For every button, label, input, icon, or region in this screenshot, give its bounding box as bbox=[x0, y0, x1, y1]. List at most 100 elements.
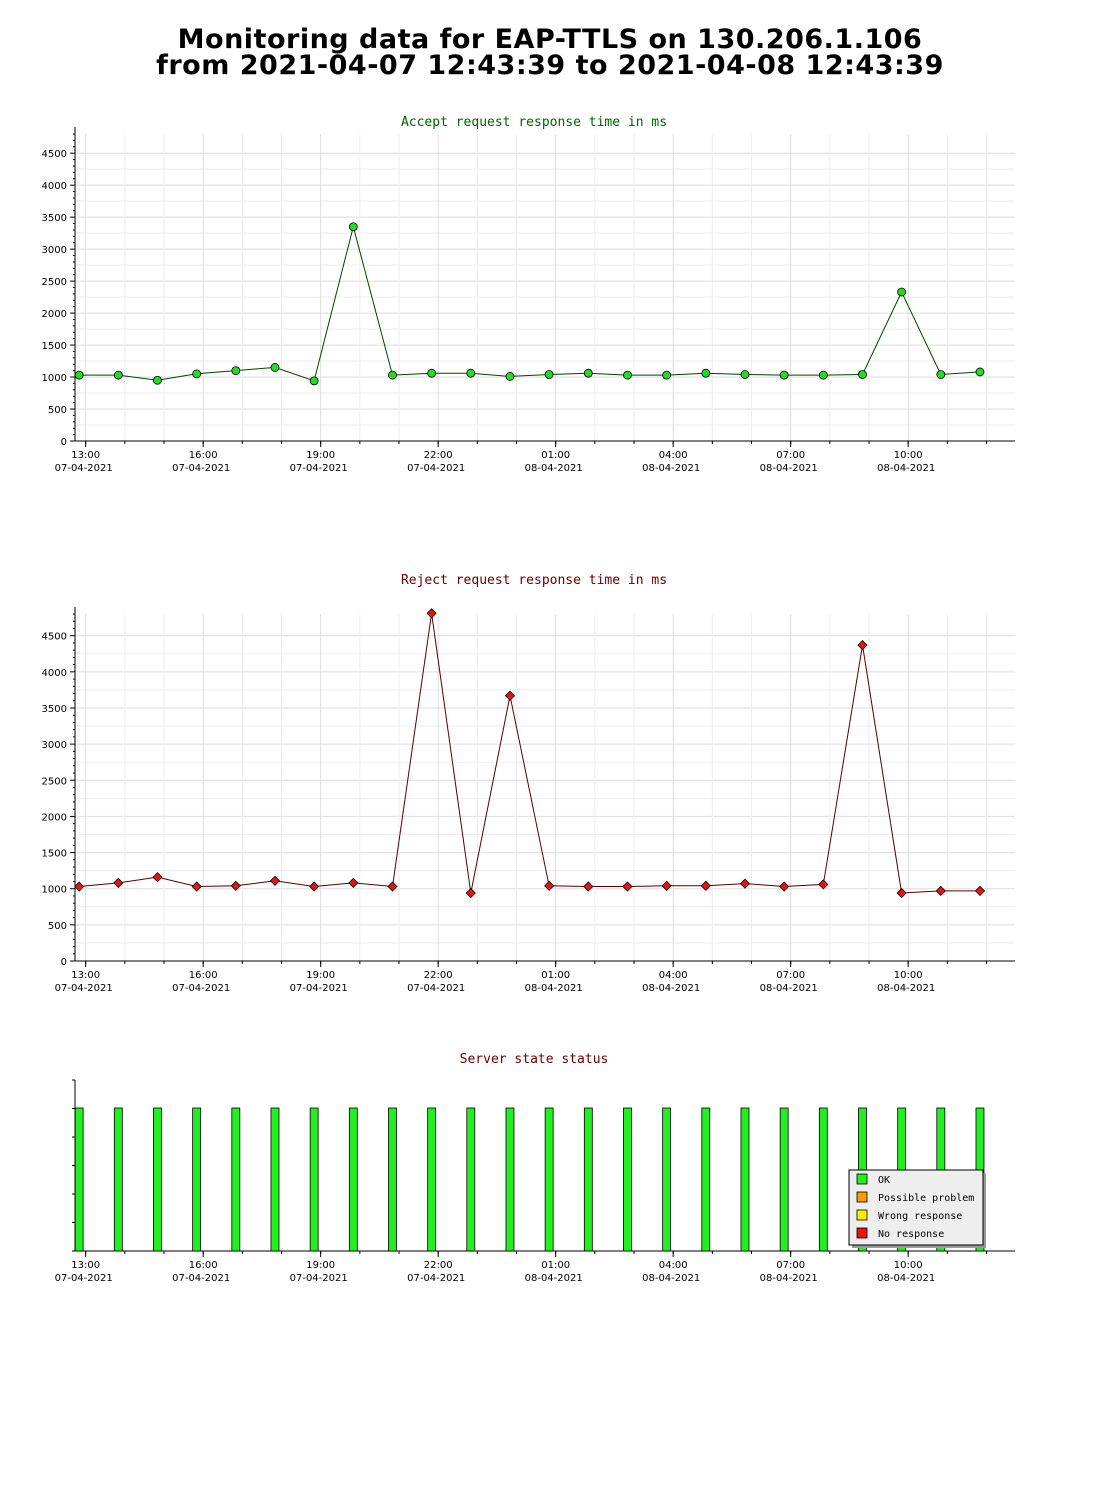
accept-x-tick-date: 07-04-2021 bbox=[172, 463, 230, 474]
status-bar bbox=[466, 1107, 476, 1252]
legend-label: Wrong response bbox=[878, 1211, 962, 1222]
status-x-tick-date: 08-04-2021 bbox=[642, 1273, 700, 1284]
reject-x-tick-time: 01:00 bbox=[541, 970, 570, 981]
reject-y-tick-label: 1500 bbox=[42, 849, 67, 860]
status-x-tick-time: 16:00 bbox=[189, 1260, 218, 1271]
status-bar bbox=[583, 1107, 593, 1252]
accept-chart: Accept request response time in ms 0 500 10… bbox=[42, 115, 1015, 474]
status-bar bbox=[427, 1107, 437, 1252]
accept-x-tick-time: 16:00 bbox=[189, 450, 218, 461]
status-x-tick-time: 04:00 bbox=[659, 1260, 688, 1271]
status-x-tick-time: 13:00 bbox=[71, 1260, 100, 1271]
accept-data-point bbox=[623, 370, 632, 380]
reject-data-point bbox=[465, 887, 476, 899]
accept-data-point bbox=[975, 367, 985, 377]
accept-x-tick-date: 08-04-2021 bbox=[525, 463, 583, 474]
reject-data-point bbox=[896, 887, 907, 899]
page-title-line1: Monitoring data for EAP-TTLS on 130.206.… bbox=[177, 24, 923, 55]
reject-data-point bbox=[230, 880, 241, 891]
status-bar bbox=[544, 1107, 554, 1252]
reject-x-tick-time: 07:00 bbox=[776, 970, 805, 981]
legend-swatch bbox=[856, 1191, 868, 1203]
status-x-tick-date: 07-04-2021 bbox=[172, 1273, 230, 1284]
accept-data-point bbox=[466, 368, 476, 378]
accept-data-point bbox=[662, 370, 672, 380]
reject-y-tick-label: 1000 bbox=[42, 885, 67, 896]
accept-x-tick-time: 10:00 bbox=[894, 450, 923, 461]
reject-data-point bbox=[348, 877, 359, 888]
status-bar bbox=[701, 1107, 711, 1252]
legend-label: OK bbox=[878, 1175, 890, 1186]
status-bar bbox=[740, 1107, 750, 1252]
status-bar bbox=[348, 1107, 358, 1252]
reject-data-point bbox=[113, 877, 124, 888]
status-x-tick-date: 07-04-2021 bbox=[290, 1273, 348, 1284]
reject-y-tick-label: 0 bbox=[61, 957, 67, 968]
accept-data-point bbox=[231, 366, 241, 376]
reject-y-tick-label: 4000 bbox=[42, 668, 67, 679]
accept-data-point bbox=[427, 368, 437, 378]
accept-x-tick-date: 08-04-2021 bbox=[642, 463, 700, 474]
status-chart-title: Server state status bbox=[460, 1052, 609, 1067]
accept-data-point bbox=[544, 370, 554, 379]
status-bar bbox=[779, 1107, 789, 1252]
accept-data-point bbox=[779, 370, 789, 380]
reject-y-tick-label: 3000 bbox=[42, 740, 67, 751]
reject-x-tick-date: 08-04-2021 bbox=[760, 983, 818, 994]
accept-data-point bbox=[818, 370, 828, 380]
accept-grid bbox=[75, 134, 1015, 441]
accept-data-point bbox=[270, 363, 280, 372]
reject-data-point bbox=[700, 880, 711, 891]
accept-data-point bbox=[701, 368, 711, 378]
legend-swatch bbox=[856, 1173, 868, 1185]
accept-data-point bbox=[936, 370, 946, 379]
reject-data-point bbox=[779, 881, 790, 892]
status-x-tick-date: 07-04-2021 bbox=[55, 1273, 113, 1284]
reject-grid bbox=[75, 614, 1015, 961]
accept-y-tick-label: 500 bbox=[48, 405, 67, 416]
status-chart: Server state status 13:00 07-04-2021 16:00 0… bbox=[55, 1052, 1015, 1284]
status-bar bbox=[309, 1107, 319, 1252]
status-bar bbox=[388, 1107, 397, 1252]
reject-x-tick-date: 07-04-2021 bbox=[55, 983, 113, 994]
reject-x-tick-time: 04:00 bbox=[659, 970, 688, 981]
reject-data-point bbox=[622, 881, 633, 892]
reject-x-tick-date: 07-04-2021 bbox=[290, 983, 348, 994]
accept-x-tick-time: 13:00 bbox=[71, 450, 100, 461]
reject-x-tick-time: 22:00 bbox=[424, 970, 453, 981]
reject-data-point bbox=[818, 879, 829, 890]
reject-y-tick-label: 3500 bbox=[42, 704, 67, 715]
legend-swatch bbox=[856, 1209, 868, 1221]
reject-data-point bbox=[544, 880, 555, 891]
accept-y-tick-label: 0 bbox=[61, 437, 67, 448]
reject-data-point bbox=[661, 880, 672, 891]
accept-x-tick-date: 08-04-2021 bbox=[877, 463, 935, 474]
reject-data-point bbox=[739, 878, 751, 889]
accept-data-point bbox=[113, 370, 123, 380]
status-bar bbox=[818, 1107, 828, 1252]
accept-data-point bbox=[74, 370, 84, 380]
status-x-tick-time: 19:00 bbox=[306, 1260, 335, 1271]
accept-data-point bbox=[348, 222, 358, 232]
status-bar bbox=[74, 1107, 84, 1252]
reject-y-tick-label: 2000 bbox=[42, 812, 67, 823]
status-bar bbox=[113, 1107, 123, 1252]
status-bar bbox=[662, 1107, 672, 1252]
accept-data-point bbox=[388, 370, 397, 380]
reject-x-tick-time: 19:00 bbox=[306, 970, 335, 981]
accept-y-tick-label: 4500 bbox=[42, 149, 67, 160]
reject-chart-title: Reject request response time in ms bbox=[401, 573, 667, 588]
status-bar bbox=[505, 1107, 515, 1252]
status-bar bbox=[153, 1107, 162, 1252]
accept-y-tick-label: 2500 bbox=[42, 277, 67, 288]
reject-data-point bbox=[309, 881, 320, 892]
accept-chart-title: Accept request response time in ms bbox=[401, 115, 667, 130]
reject-data-point bbox=[426, 608, 437, 619]
reject-data-point bbox=[583, 881, 594, 892]
accept-y-tick-label: 4000 bbox=[42, 181, 67, 192]
accept-x-tick-date: 07-04-2021 bbox=[407, 463, 465, 474]
reject-data-point bbox=[152, 872, 163, 883]
accept-data-point bbox=[192, 369, 202, 379]
reject-data-point bbox=[857, 640, 868, 651]
